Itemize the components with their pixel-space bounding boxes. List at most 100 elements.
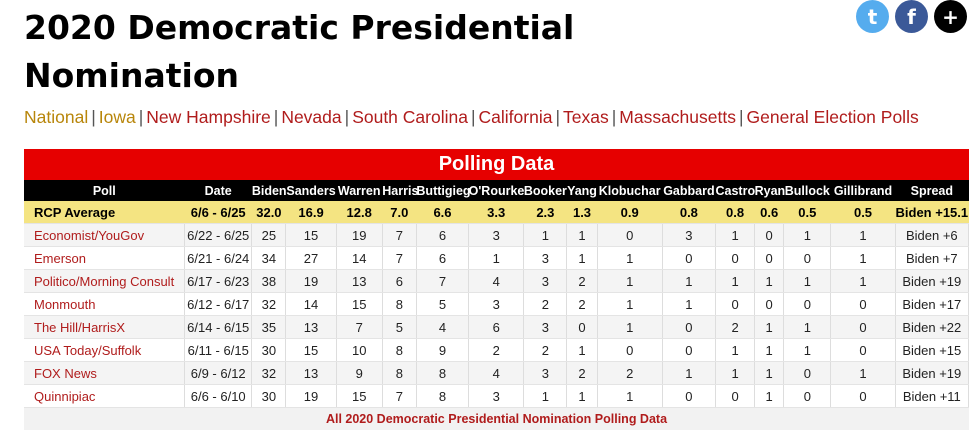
poll-value: 7.0: [382, 201, 417, 224]
poll-value: 1: [597, 269, 663, 293]
column-header-gabbard[interactable]: Gabbard: [662, 180, 716, 201]
poll-value: 7: [382, 223, 417, 247]
poll-value: 1: [566, 338, 598, 362]
poll-value: 15: [336, 292, 383, 316]
poll-value: 0: [783, 292, 832, 316]
nav-link-general-election-polls[interactable]: General Election Polls: [746, 107, 919, 127]
poll-name: RCP Average: [24, 201, 185, 224]
nav-link-nevada[interactable]: Nevada: [281, 107, 342, 127]
poll-name[interactable]: Economist/YouGov: [24, 223, 186, 247]
column-header-spread[interactable]: Spread: [895, 180, 969, 201]
poll-name[interactable]: Monmouth: [24, 292, 186, 316]
column-header-booker[interactable]: Booker: [523, 180, 567, 201]
twitter-icon[interactable]: t: [856, 0, 889, 33]
column-header-gillibrand[interactable]: Gillibrand: [830, 180, 896, 201]
nav-link-texas[interactable]: Texas: [563, 107, 609, 127]
column-header-warren[interactable]: Warren: [336, 180, 383, 201]
nav-link-iowa[interactable]: Iowa: [98, 107, 136, 127]
poll-value: 7: [416, 269, 470, 293]
poll-value: 15: [336, 384, 383, 408]
nav-separator: |: [738, 107, 744, 127]
column-header-biden[interactable]: Biden: [251, 180, 287, 201]
column-header-castro[interactable]: Castro: [715, 180, 755, 201]
poll-date: 6/11 - 6/15: [184, 338, 253, 362]
poll-value: 1: [830, 361, 896, 385]
poll-value: 0.5: [783, 201, 831, 224]
poll-value: 12.8: [336, 201, 383, 224]
poll-name[interactable]: FOX News: [24, 361, 186, 385]
column-header-bullock[interactable]: Bullock: [783, 180, 831, 201]
poll-spread: Biden +15: [895, 338, 970, 362]
column-header-harris[interactable]: Harris: [382, 180, 418, 201]
plus-icon[interactable]: +: [934, 0, 967, 33]
nav-link-massachusetts[interactable]: Massachusetts: [619, 107, 736, 127]
poll-value: 0: [662, 338, 716, 362]
poll-value: 14: [336, 246, 383, 270]
poll-name[interactable]: Quinnipiac: [24, 384, 186, 408]
poll-value: 1: [754, 315, 785, 339]
poll-value: 9: [416, 338, 470, 362]
poll-value: 3: [662, 223, 716, 247]
poll-value: 0.9: [597, 201, 663, 224]
column-header-date[interactable]: Date: [184, 180, 252, 201]
poll-value: 0: [830, 315, 896, 339]
poll-value: 1: [566, 223, 598, 247]
poll-name[interactable]: Emerson: [24, 246, 186, 270]
poll-value: 1: [597, 246, 663, 270]
poll-value: 3: [468, 384, 525, 408]
polling-data-header: Polling Data: [24, 149, 969, 180]
poll-value: 34: [251, 246, 287, 270]
poll-value: 32: [251, 292, 287, 316]
poll-value: 2.3: [523, 201, 567, 224]
poll-value: 1: [597, 292, 663, 316]
poll-value: 15: [285, 338, 337, 362]
nav-link-south-carolina[interactable]: South Carolina: [352, 107, 468, 127]
poll-value: 0: [754, 223, 785, 247]
facebook-icon[interactable]: f: [895, 0, 928, 33]
poll-value: 1: [783, 315, 832, 339]
poll-value: 16.9: [285, 201, 337, 224]
column-header-poll[interactable]: Poll: [24, 180, 185, 201]
poll-value: 0: [830, 338, 896, 362]
column-header-klobuchar[interactable]: Klobuchar: [597, 180, 663, 201]
poll-spread: Biden +22: [895, 315, 970, 339]
poll-name[interactable]: Politico/Morning Consult: [24, 269, 186, 293]
poll-value: 30: [251, 384, 287, 408]
column-header-sanders[interactable]: Sanders: [285, 180, 337, 201]
column-header-o-rourke[interactable]: O'Rourke: [468, 180, 524, 201]
poll-value: 1: [783, 338, 832, 362]
poll-name[interactable]: USA Today/Suffolk: [24, 338, 186, 362]
poll-value: 0: [754, 292, 785, 316]
nav-link-national[interactable]: National: [24, 107, 89, 127]
race-nav: National | Iowa | New Hampshire | Nevada | South…: [24, 107, 919, 128]
poll-value: 2: [597, 361, 663, 385]
poll-value: 2: [468, 338, 525, 362]
poll-value: 1: [830, 223, 896, 247]
poll-value: 0: [597, 338, 663, 362]
column-header-yang[interactable]: Yang: [566, 180, 598, 201]
poll-value: 1: [715, 361, 756, 385]
poll-value: 0: [783, 246, 832, 270]
poll-value: 8: [382, 338, 417, 362]
poll-value: 19: [285, 269, 337, 293]
poll-value: 6: [416, 223, 470, 247]
poll-value: 25: [251, 223, 287, 247]
column-header-buttigieg[interactable]: Buttigieg: [416, 180, 471, 201]
nav-link-new-hampshire[interactable]: New Hampshire: [146, 107, 271, 127]
poll-value: 8: [416, 384, 470, 408]
column-header-ryan[interactable]: Ryan: [754, 180, 785, 201]
table-row: FOX News 6/9 - 6/12 32 13 9 8 8 4 3 2 2 1 1 1 0 1 Biden …: [24, 361, 970, 385]
poll-value: 1: [715, 269, 756, 293]
poll-value: 1: [754, 384, 785, 408]
nav-separator: |: [470, 107, 476, 127]
poll-name[interactable]: The Hill/HarrisX: [24, 315, 186, 339]
all-polling-data-link[interactable]: All 2020 Democratic Presidential Nominat…: [24, 408, 969, 430]
nav-separator: |: [555, 107, 560, 127]
poll-value: 1: [597, 315, 663, 339]
poll-value: 7: [382, 384, 417, 408]
poll-date: 6/6 - 6/10: [184, 384, 253, 408]
poll-value: 0: [754, 246, 785, 270]
nav-link-california[interactable]: California: [478, 107, 553, 127]
poll-value: 1: [597, 384, 663, 408]
nav-separator: |: [611, 107, 617, 127]
